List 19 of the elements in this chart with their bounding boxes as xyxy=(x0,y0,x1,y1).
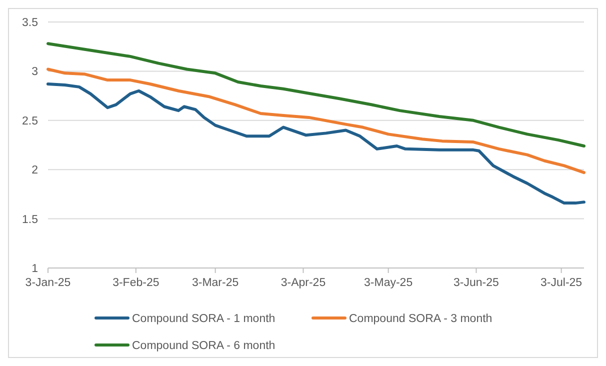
y-tick-label: 1 xyxy=(32,263,38,275)
line-series xyxy=(46,42,586,148)
legend-label: Compound SORA - 6 month xyxy=(132,340,276,352)
y-tick-label: 1.5 xyxy=(22,214,38,226)
y-tick-label: 3 xyxy=(32,66,38,78)
x-tick-label: 3-Mar-25 xyxy=(192,277,239,289)
legend-label: Compound SORA - 1 month xyxy=(132,313,276,325)
y-tick-label: 2 xyxy=(32,164,38,177)
y-tick-label: 2.5 xyxy=(22,115,38,128)
line-series xyxy=(46,68,586,174)
x-tick-label: 3-Jul-25 xyxy=(540,277,582,289)
x-tick-label: 3-Jun-25 xyxy=(454,277,499,289)
x-tick-label: 3-Apr-25 xyxy=(280,277,326,289)
x-tick-label: 3-May-25 xyxy=(364,277,413,289)
x-tick-label: 3-Jan-25 xyxy=(25,277,71,289)
y-tick-label: 3.5 xyxy=(22,17,38,29)
line-series xyxy=(46,82,586,205)
x-tick-label: 3-Feb-25 xyxy=(112,277,160,289)
legend-label: Compound SORA - 3 month xyxy=(349,313,492,325)
